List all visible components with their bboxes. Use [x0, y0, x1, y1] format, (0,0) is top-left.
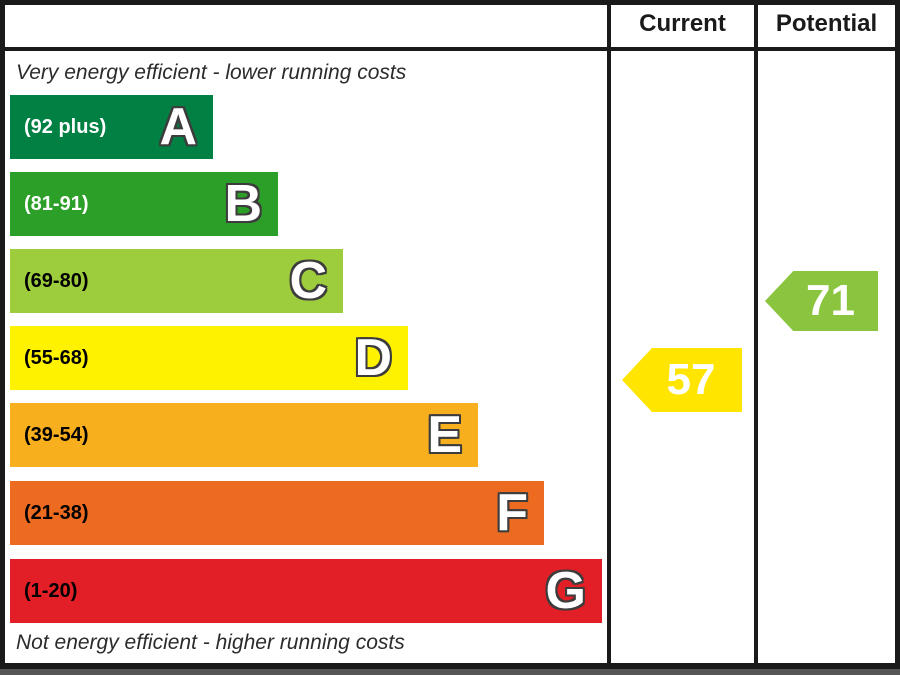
band-b-letter: B	[224, 175, 262, 233]
band-a: (92 plus) A	[10, 95, 213, 159]
band-e-range-label: (39-54)	[24, 423, 89, 446]
potential-column-divider	[754, 0, 758, 669]
band-b-range-label: (81-91)	[24, 192, 89, 215]
band-c-letter: C	[289, 252, 327, 310]
band-d-range-label: (55-68)	[24, 346, 89, 369]
band-a-letter: A	[159, 98, 197, 156]
potential-rating-value: 71	[806, 276, 855, 325]
band-e: (39-54) E	[10, 403, 478, 467]
table-border-bottom	[0, 663, 900, 669]
band-c: (69-80) C	[10, 249, 343, 313]
band-f-letter: F	[496, 484, 528, 542]
header-row-divider	[0, 47, 900, 51]
band-d: (55-68) D	[10, 326, 408, 390]
band-g: (1-20) G	[10, 559, 602, 623]
band-b: (81-91) B	[10, 172, 278, 236]
bottom-edge-strip	[0, 669, 900, 675]
band-f-range-label: (21-38)	[24, 501, 89, 524]
current-column-divider	[607, 0, 611, 669]
potential-column-header: Potential	[775, 9, 878, 37]
band-a-range-label: (92 plus)	[24, 115, 107, 138]
band-e-letter: E	[427, 406, 462, 464]
potential-rating-arrow: 71	[765, 271, 878, 331]
table-border-top	[0, 0, 900, 5]
bottom-caption: Not energy efficient - higher running co…	[16, 631, 405, 654]
table-border-left	[0, 0, 5, 669]
table-border-right	[895, 0, 900, 669]
band-d-letter: D	[354, 329, 392, 387]
band-g-letter: G	[545, 562, 586, 620]
band-f: (21-38) F	[10, 481, 544, 545]
current-rating-value: 57	[666, 355, 716, 404]
band-c-range-label: (69-80)	[24, 269, 89, 292]
band-g-range-label: (1-20)	[24, 579, 78, 602]
top-caption: Very energy efficient - lower running co…	[16, 61, 407, 84]
current-column-header: Current	[639, 9, 726, 37]
current-rating-arrow: 57	[622, 348, 742, 412]
